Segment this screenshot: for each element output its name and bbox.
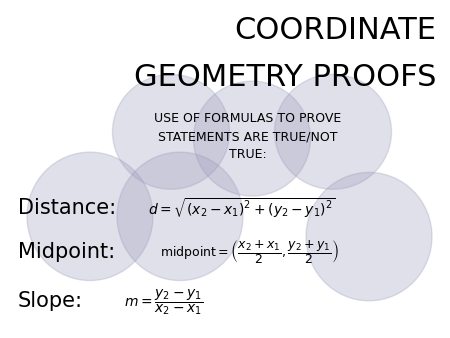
Text: $\mathrm{midpoint}=\left(\dfrac{x_2+x_1}{2},\dfrac{y_2+y_1}{2}\right)$: $\mathrm{midpoint}=\left(\dfrac{x_2+x_1}… (160, 238, 339, 266)
Ellipse shape (194, 81, 310, 196)
Text: $d= \sqrt{(x_2-x_1)^2+(y_2-y_1)^2}$: $d= \sqrt{(x_2-x_1)^2+(y_2-y_1)^2}$ (148, 196, 336, 220)
Ellipse shape (117, 152, 243, 281)
Text: Midpoint:: Midpoint: (18, 242, 115, 262)
Ellipse shape (306, 172, 432, 301)
Text: $m=\dfrac{y_2-y_1}{x_2-x_1}$: $m=\dfrac{y_2-y_1}{x_2-x_1}$ (124, 288, 203, 317)
Text: Slope:: Slope: (18, 291, 83, 311)
Text: GEOMETRY PROOFS: GEOMETRY PROOFS (134, 63, 436, 92)
Text: COORDINATE: COORDINATE (234, 16, 436, 45)
Ellipse shape (112, 74, 230, 189)
Text: USE OF FORMULAS TO PROVE
STATEMENTS ARE TRUE/NOT
TRUE:: USE OF FORMULAS TO PROVE STATEMENTS ARE … (154, 113, 341, 161)
Ellipse shape (27, 152, 153, 281)
Ellipse shape (274, 74, 392, 189)
Text: Distance:: Distance: (18, 198, 116, 218)
